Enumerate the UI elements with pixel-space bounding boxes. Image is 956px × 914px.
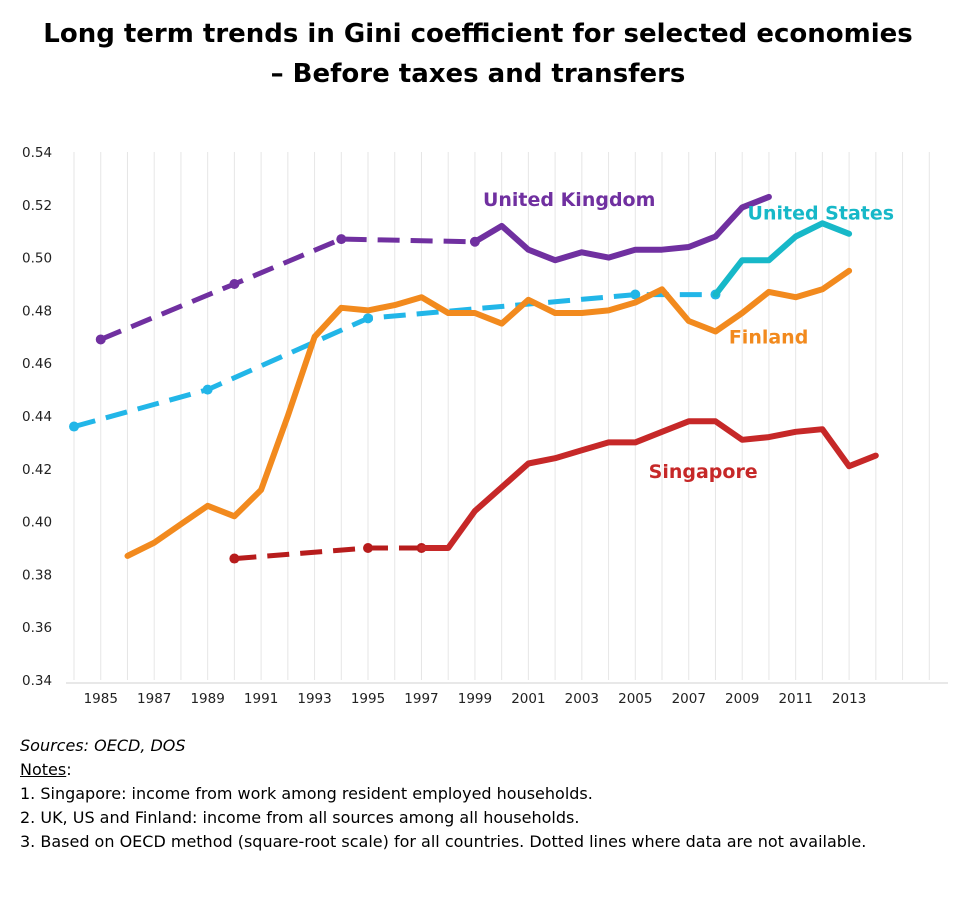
x-tick-label: 2001	[511, 691, 545, 707]
y-tick-label: 0.54	[22, 145, 52, 161]
united-states-label: United States	[748, 202, 895, 224]
x-tick-label: 1987	[137, 691, 171, 707]
singapore-dashed-line	[234, 545, 422, 562]
united-kingdom-dashed-point	[229, 279, 240, 289]
y-tick-label: 0.52	[22, 198, 52, 214]
x-tick-label: 2011	[778, 691, 812, 707]
x-tick-label: 1989	[190, 691, 224, 707]
x-tick-label: 2013	[832, 691, 866, 707]
notes-header-suffix: :	[66, 760, 72, 779]
note-item-3: 3. Based on OECD method (square-root sca…	[20, 832, 867, 851]
x-tick-label: 2009	[725, 691, 759, 707]
y-axis-ticks: 0.54 0.52 0.50 0.48 0.46 0.44 0.42 0.40 0.38 0.36…	[22, 145, 52, 689]
series-labels: United Kingdom United States Finland Singap…	[483, 189, 894, 483]
notes-header-line: Notes:	[20, 758, 940, 782]
sources-text: Sources: OECD, DOS	[20, 736, 186, 755]
x-tick-label: 1991	[244, 691, 278, 707]
series-lines	[69, 193, 879, 564]
singapore-solid-line	[418, 418, 879, 551]
note-item-2: 2. UK, US and Finland: income from all s…	[20, 808, 580, 827]
x-tick-label: 1985	[84, 691, 118, 707]
finland-solid-line	[124, 267, 853, 559]
united-kingdom-label: United Kingdom	[483, 189, 655, 211]
singapore-label: Singapore	[649, 461, 758, 483]
x-tick-label: 1997	[404, 691, 438, 707]
grid-lines	[66, 152, 948, 684]
y-tick-label: 0.42	[22, 462, 52, 478]
x-tick-label: 1999	[458, 691, 492, 707]
chart-title: Long term trends in Gini coefficient for…	[43, 19, 913, 49]
y-tick-label: 0.36	[22, 620, 52, 636]
united-kingdom-solid-line	[471, 193, 772, 264]
united-kingdom-dashed-point	[336, 234, 347, 245]
notes-header: Notes	[20, 760, 67, 779]
x-axis-ticks: 1985 1987 1989 1991 1993 1995 1997 1999 2001 2003…	[84, 691, 867, 707]
united-states-solid-line	[712, 220, 853, 298]
finland-label: Finland	[729, 326, 808, 348]
y-tick-label: 0.46	[22, 356, 52, 372]
y-tick-label: 0.44	[22, 409, 52, 425]
united-kingdom-dashed-line	[99, 236, 475, 342]
chart-title-block: Long term trends in Gini coefficient for…	[0, 14, 956, 94]
united-states-dashed-point	[630, 289, 641, 300]
notes-block: Sources: OECD, DOS Notes: 1. Singapore: …	[20, 734, 940, 854]
y-tick-label: 0.34	[22, 673, 52, 689]
chart-subtitle: – Before taxes and transfers	[270, 59, 686, 89]
united-states-dashed-point	[202, 384, 213, 395]
note-item-1: 1. Singapore: income from work among res…	[20, 784, 593, 803]
y-tick-label: 0.50	[22, 251, 52, 267]
singapore-dashed-point	[229, 553, 240, 564]
x-tick-label: 2005	[618, 691, 652, 707]
line-chart: 0.54 0.52 0.50 0.48 0.46 0.44 0.42 0.40 0.38 0.36…	[22, 145, 948, 707]
united-states-dashed-point	[69, 421, 80, 432]
x-tick-label: 1993	[297, 691, 331, 707]
united-kingdom-dashed-point	[95, 334, 106, 345]
singapore-dashed-point	[363, 543, 374, 553]
x-tick-label: 2007	[672, 691, 706, 707]
y-tick-label: 0.48	[22, 303, 52, 319]
x-tick-label: 1995	[351, 691, 385, 707]
x-tick-label: 2003	[565, 691, 599, 707]
y-tick-label: 0.38	[22, 567, 52, 583]
y-tick-label: 0.40	[22, 515, 52, 531]
united-states-dashed-point	[363, 313, 374, 324]
